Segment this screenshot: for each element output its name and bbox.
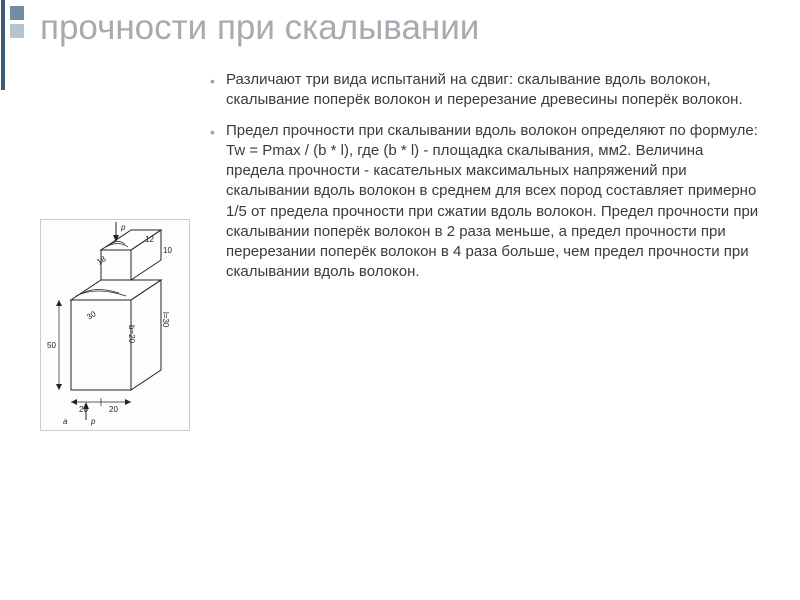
dim-step: 30 [85,309,98,322]
dim-top-width: 18 [95,254,108,267]
slide-title: прочности при скалывании [40,8,760,48]
shear-specimen-diagram: 50 18 12 10 30 b=20 l=30 20 20 [40,219,190,431]
bullet-item: • Различают три вида испытаний на сдвиг:… [210,70,760,111]
force-top: p [120,223,126,232]
dim-b: b=20 [127,325,136,344]
bullet-item: • Предел прочности при скалывании вдоль … [210,121,760,283]
dim-height: 50 [47,341,56,350]
bullet-text: Различают три вида испытаний на сдвиг: с… [226,70,760,111]
bullet-dot: • [210,121,226,283]
bullet-text: Предел прочности при скалывании вдоль во… [226,121,760,283]
dim-bottom2: 20 [109,405,118,414]
dim-top-hatch: 10 [163,246,172,255]
bullet-dot: • [210,70,226,111]
body-area: 50 18 12 10 30 b=20 l=30 20 20 [40,70,760,580]
dim-top-depth: 12 [145,235,154,244]
dim-l: l=30 [161,312,170,328]
diagram-column: 50 18 12 10 30 b=20 l=30 20 20 [40,70,190,580]
force-bottom: p [90,417,96,426]
corner-decoration [0,0,40,90]
text-column: • Различают три вида испытаний на сдвиг:… [210,70,760,580]
axis-a: a [63,417,68,426]
